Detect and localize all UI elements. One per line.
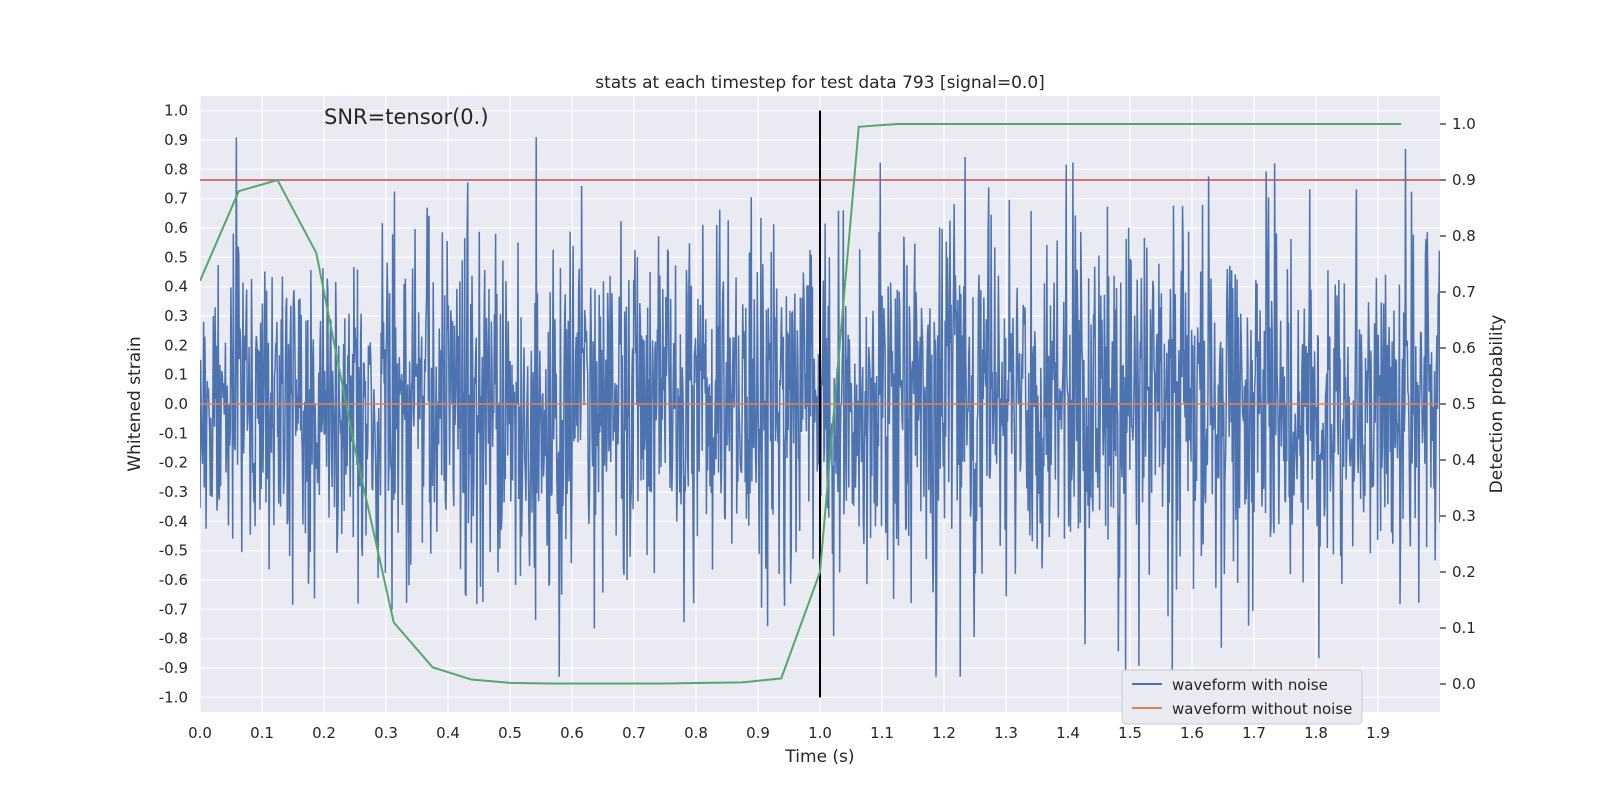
right-y-tick-label: 0.6 (1452, 339, 1476, 357)
left-y-tick-label: -0.6 (159, 571, 188, 589)
left-y-tick-label: -0.8 (159, 630, 188, 648)
left-y-tick-label: -0.2 (159, 454, 188, 472)
x-tick-label: 0.7 (622, 724, 646, 742)
snr-annotation: SNR=tensor(0.) (324, 105, 489, 129)
right-y-tick-label: 0.2 (1452, 563, 1476, 581)
x-tick-label: 1.7 (1242, 724, 1266, 742)
chart-title: stats at each timestep for test data 793… (595, 73, 1045, 93)
right-y-tick-label: 0.7 (1452, 283, 1476, 301)
right-y-tick-label: 1.0 (1452, 115, 1476, 133)
x-tick-label: 0.0 (188, 724, 212, 742)
x-tick-label: 1.5 (1118, 724, 1142, 742)
right-y-tick-label: 0.8 (1452, 227, 1476, 245)
series-detection-probability (200, 123, 1402, 685)
left-y-tick-label: -0.5 (159, 542, 188, 560)
right-y-axis-ticks: 1.0 0.9 0.8 0.7 0.6 0.5 0.4 0.3 0.2 0.1 0.0 (1440, 115, 1476, 693)
left-y-tick-label: 0.2 (164, 336, 188, 354)
left-y-tick-label: 0.6 (164, 219, 188, 237)
x-tick-label: 0.8 (684, 724, 708, 742)
right-y-tick-label: 0.0 (1452, 675, 1476, 693)
left-y-tick-label: -1.0 (159, 688, 188, 706)
right-y-tick-label: 0.1 (1452, 619, 1476, 637)
legend-box (1121, 669, 1363, 725)
x-axis-label: Time (s) (784, 747, 854, 767)
left-y-axis-label: Whitened strain (125, 336, 145, 471)
x-tick-label: 1.9 (1366, 724, 1390, 742)
left-y-tick-label: 0.9 (164, 131, 188, 149)
x-tick-label: 0.3 (374, 724, 398, 742)
right-y-tick-label: 0.5 (1452, 395, 1476, 413)
left-y-tick-label: 0.3 (164, 307, 188, 325)
left-y-tick-label: 0.1 (164, 366, 188, 384)
x-tick-label: 1.0 (808, 724, 832, 742)
left-y-tick-label: 0.8 (164, 160, 188, 178)
x-tick-label: 1.2 (932, 724, 956, 742)
left-y-tick-label: 0.4 (164, 278, 188, 296)
x-tick-label: 1.4 (1056, 724, 1080, 742)
legend-label-waveform-without-noise: waveform without noise (1172, 700, 1352, 718)
left-y-tick-label: 0.7 (164, 190, 188, 208)
right-y-tick-label: 0.4 (1452, 451, 1476, 469)
left-y-tick-label: -0.3 (159, 483, 188, 501)
x-tick-label: 0.1 (250, 724, 274, 742)
x-tick-label: 0.4 (436, 724, 460, 742)
x-tick-label: 1.6 (1180, 724, 1204, 742)
right-y-axis-label: Detection probability (1487, 315, 1507, 494)
x-tick-label: 0.5 (498, 724, 522, 742)
legend-label-waveform-with-noise: waveform with noise (1172, 676, 1328, 694)
x-tick-label: 1.8 (1304, 724, 1328, 742)
left-y-tick-label: -0.1 (159, 424, 188, 442)
x-axis-ticks: 0.0 0.1 0.2 0.3 0.4 0.5 0.6 0.7 0.8 0.9 1.0 1.1 1.2 1… (188, 724, 1390, 742)
legend: waveform with noise waveform without noi… (1121, 669, 1363, 725)
right-y-tick-label: 0.9 (1452, 171, 1476, 189)
left-y-tick-label: -0.9 (159, 659, 188, 677)
x-tick-label: 0.9 (746, 724, 770, 742)
x-tick-label: 1.3 (994, 724, 1018, 742)
left-y-tick-label: 0.5 (164, 248, 188, 266)
x-tick-label: 0.2 (312, 724, 336, 742)
left-y-axis-ticks: 1.0 0.9 0.8 0.7 0.6 0.5 0.4 0.3 0.2 0.1 0.0 -0.1 -0.… (159, 102, 188, 707)
left-y-tick-label: 0.0 (164, 395, 188, 413)
left-y-tick-label: 1.0 (164, 102, 188, 120)
right-y-tick-label: 0.3 (1452, 507, 1476, 525)
left-y-tick-label: -0.7 (159, 600, 188, 618)
left-y-tick-label: -0.4 (159, 512, 188, 530)
x-tick-label: 0.6 (560, 724, 584, 742)
x-tick-label: 1.1 (870, 724, 894, 742)
